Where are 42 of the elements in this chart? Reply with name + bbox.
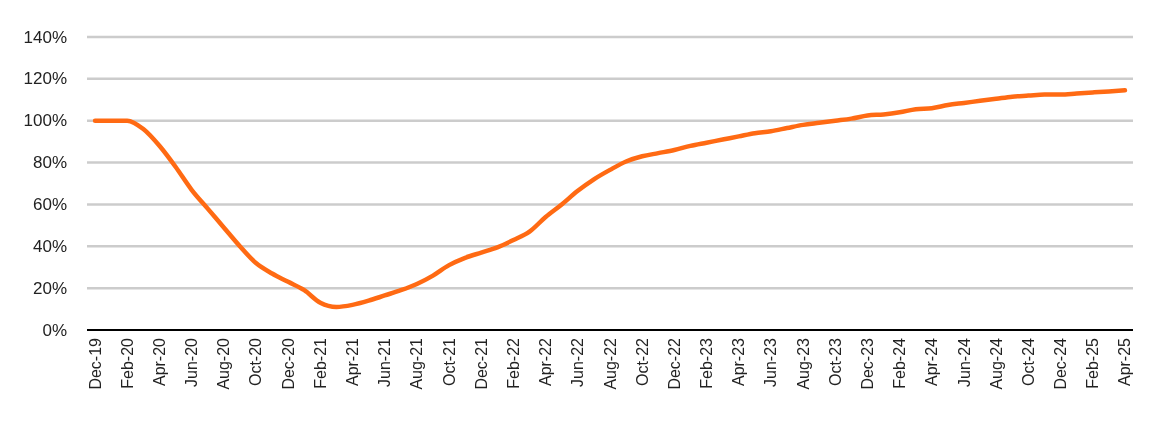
x-tick-label: Aug-21 — [408, 337, 426, 390]
x-tick-label: Jun-21 — [376, 337, 394, 387]
line-series — [92, 88, 1128, 310]
x-tick-label: Dec-23 — [858, 337, 876, 390]
x-tick-label: Jun-24 — [955, 337, 973, 387]
x-tick-label: Dec-24 — [1052, 337, 1070, 390]
x-tick-label: Aug-23 — [794, 337, 812, 390]
x-tick-label: Feb-23 — [698, 337, 716, 389]
x-tick-label: Apr-20 — [150, 337, 168, 387]
x-tick-label: Feb-25 — [1084, 337, 1102, 389]
x-tick-label: Apr-24 — [923, 337, 941, 387]
x-tick-label: Jun-22 — [569, 337, 587, 387]
x-tick-label: Dec-22 — [665, 337, 683, 390]
x-tick-label: Aug-24 — [987, 337, 1005, 390]
x-tick-label: Feb-24 — [891, 337, 909, 389]
x-tick-label: Aug-20 — [215, 337, 233, 390]
x-tick-label: Feb-22 — [504, 337, 522, 389]
x-tick-label: Jun-20 — [183, 337, 201, 387]
y-tick-label: 0% — [42, 320, 67, 340]
y-tick-label: 40% — [32, 236, 67, 256]
x-tick-label: Apr-21 — [344, 337, 362, 387]
x-tick-label: Oct-24 — [1019, 337, 1037, 387]
x-tick-label: Oct-22 — [633, 337, 651, 387]
y-tick-label: 60% — [32, 194, 67, 214]
x-tick-label: Aug-22 — [601, 337, 619, 390]
y-tick-label: 140% — [23, 27, 67, 47]
x-tick-label: Oct-20 — [247, 337, 265, 387]
y-tick-label: 120% — [23, 69, 67, 89]
x-tick-label: Dec-21 — [472, 337, 490, 390]
y-tick-label: 80% — [32, 153, 67, 173]
x-tick-label: Jun-23 — [762, 337, 780, 387]
y-tick-label: 20% — [32, 278, 67, 298]
x-tick-label: Oct-21 — [440, 337, 458, 387]
x-tick-label: Apr-22 — [537, 337, 555, 387]
x-tick-label: Dec-19 — [86, 337, 104, 390]
x-tick-label: Dec-20 — [279, 337, 297, 390]
x-tick-label: Oct-23 — [826, 337, 844, 387]
x-tick-label: Apr-25 — [1116, 337, 1134, 387]
x-tick-label: Apr-23 — [730, 337, 748, 387]
x-tick-label: Feb-20 — [118, 337, 136, 389]
y-tick-label: 100% — [23, 111, 67, 131]
x-tick-label: Feb-21 — [311, 337, 329, 389]
